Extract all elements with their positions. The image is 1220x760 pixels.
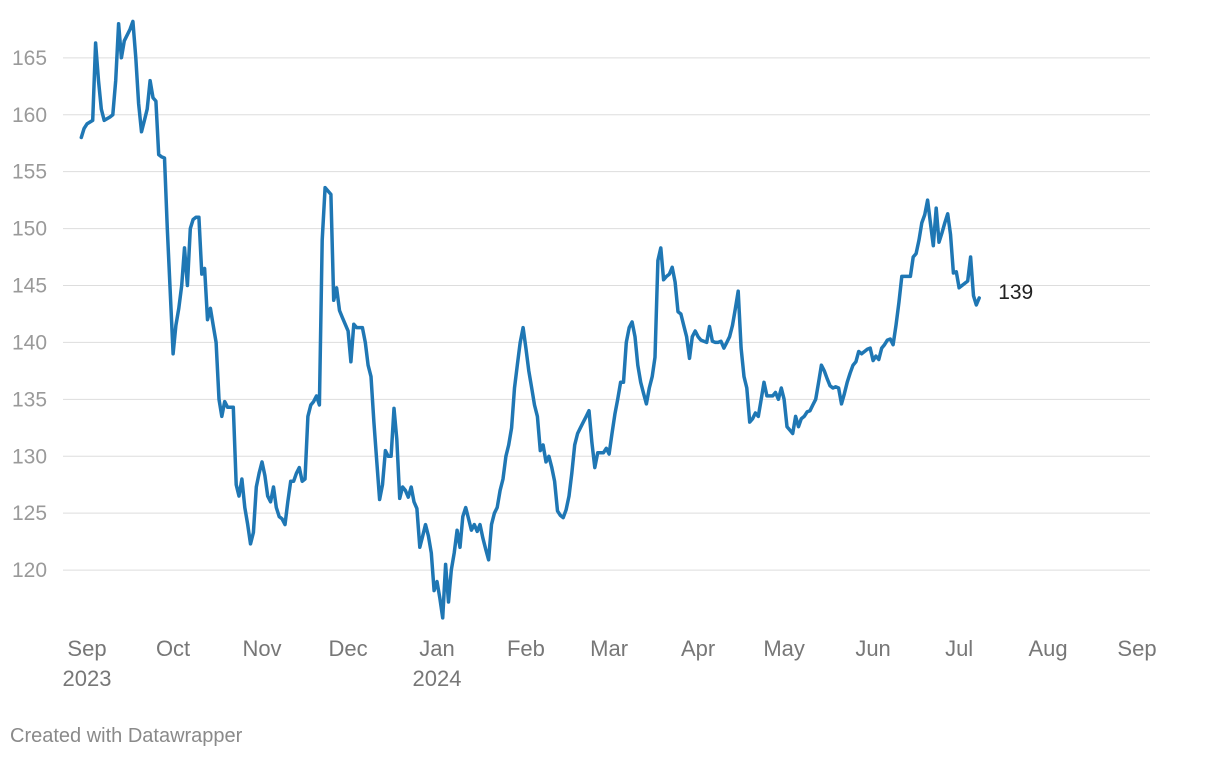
end-value-label: 139 [998,281,1033,304]
line-chart: 120 125 130 135 140 145 150 155 160 165 Sep 2023 Oc… [12,19,1157,691]
x-tick-year-label: 2024 [413,666,462,691]
x-tick-label: Jul [945,636,973,661]
x-tick-year-label: 2023 [63,666,112,691]
x-tick-label: Apr [681,636,715,661]
grid-lines [63,57,1150,571]
x-tick-label: May [763,636,805,661]
y-tick-label: 150 [12,218,47,241]
x-tick-label: Nov [242,636,281,661]
y-tick-label: 130 [12,445,47,468]
y-tick-label: 120 [12,559,47,582]
y-tick-label: 125 [12,502,47,525]
x-tick-label: Jan [419,636,454,661]
y-tick-label: 135 [12,388,47,411]
label-layer: 139 [998,281,1033,304]
x-tick-label: Sep [1117,636,1156,661]
x-tick-label: Mar [590,636,628,661]
x-tick-label: Sep [67,636,106,661]
x-tick-label: Dec [329,636,368,661]
y-tick-label: 160 [12,104,47,127]
series-layer [79,19,981,620]
x-axis-ticks: Sep 2023 Oct Nov Dec Jan 2024 Feb Mar Apr May Jun Ju… [63,636,1157,691]
y-axis-ticks: 120 125 130 135 140 145 150 155 160 165 [12,47,47,582]
x-tick-label: Jun [855,636,890,661]
y-tick-label: 155 [12,161,47,184]
chart-credit[interactable]: Created with Datawrapper [10,725,243,747]
x-tick-label: Aug [1028,636,1067,661]
line-chart-svg: 120 125 130 135 140 145 150 155 160 165 Sep 2023 Oc… [12,19,1157,691]
y-tick-label: 145 [12,275,47,298]
series-line-1 [79,19,981,620]
y-tick-label: 140 [12,331,47,354]
x-tick-label: Feb [507,636,545,661]
y-tick-label: 165 [12,47,47,70]
x-tick-label: Oct [156,636,190,661]
